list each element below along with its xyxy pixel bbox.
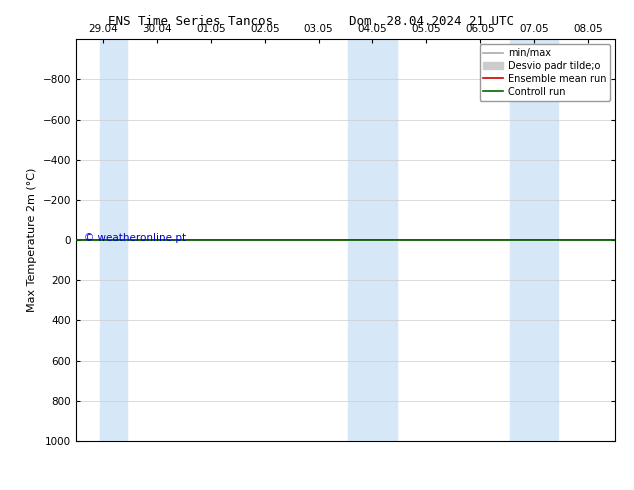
Text: Dom. 28.04.2024 21 UTC: Dom. 28.04.2024 21 UTC — [349, 15, 514, 28]
Y-axis label: Max Temperature 2m (°C): Max Temperature 2m (°C) — [27, 168, 37, 312]
Bar — [510, 39, 537, 441]
Bar — [348, 39, 375, 441]
Bar — [375, 39, 397, 441]
Text: ENS Time Series Tancos: ENS Time Series Tancos — [108, 15, 273, 28]
Legend: min/max, Desvio padr tilde;o, Ensemble mean run, Controll run: min/max, Desvio padr tilde;o, Ensemble m… — [479, 44, 610, 100]
Bar — [100, 39, 127, 441]
Text: © weatheronline.pt: © weatheronline.pt — [84, 233, 186, 243]
Bar — [537, 39, 559, 441]
